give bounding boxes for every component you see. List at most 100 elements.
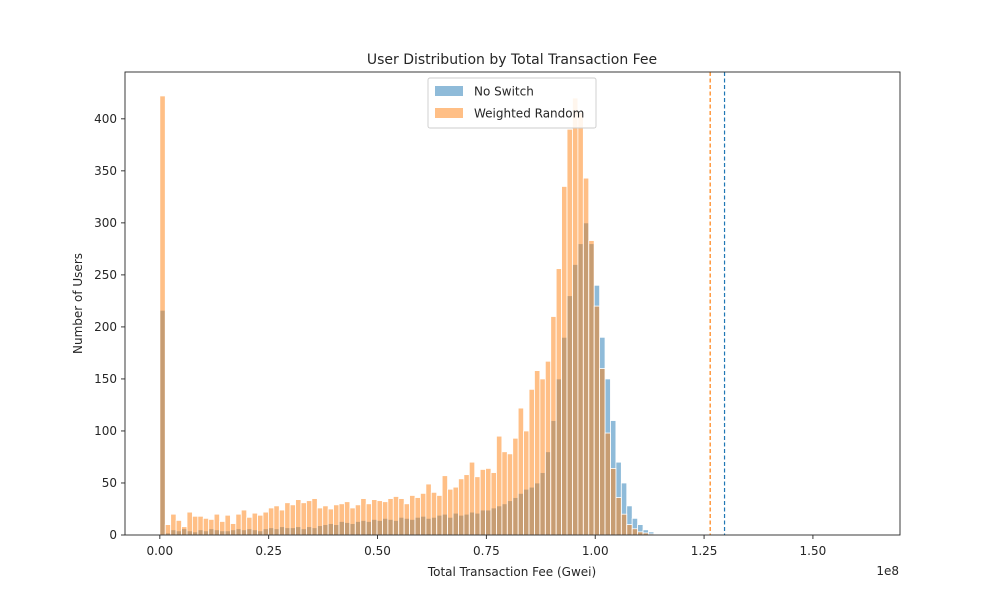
legend-swatch-weighted-random [435,108,463,118]
bar-weighted-random [523,430,530,536]
y-tick-label: 200 [94,320,117,334]
bar-weighted-random [365,503,372,536]
bars-layer [159,95,655,536]
legend-label-no-switch: No Switch [474,85,534,99]
bar-weighted-random [463,474,470,536]
bar-weighted-random [224,514,231,536]
bar-weighted-random [240,509,248,536]
bar-weighted-random [382,501,389,536]
bar-weighted-random [430,491,438,536]
bar-weighted-random [246,516,253,536]
bar-weighted-random [349,507,356,536]
bar-weighted-random [528,388,535,536]
bar-weighted-random [555,268,562,536]
bar-weighted-random [534,370,541,536]
bar-weighted-random [338,503,345,536]
bar-weighted-random [230,523,237,536]
legend-swatch-no-switch [435,86,463,96]
reference-lines [709,72,726,535]
bar-weighted-random [235,513,242,536]
bar-weighted-random [512,437,519,536]
bar-weighted-random [273,505,280,536]
bar-weighted-random [316,507,324,536]
y-tick-label: 250 [94,268,117,282]
y-tick-label: 100 [94,424,117,438]
y-tick-label: 50 [102,476,117,490]
bar-weighted-random [295,499,302,536]
bar-weighted-random [441,475,448,536]
bar-weighted-random [409,495,416,536]
y-tick-label: 300 [94,216,117,230]
y-tick-label: 150 [94,372,117,386]
bar-weighted-random [202,517,210,536]
bar-weighted-random [485,468,492,536]
bar-weighted-random [517,407,524,536]
bar-weighted-random [572,97,579,536]
bar-weighted-random [311,498,318,536]
legend: No Switch Weighted Random [427,77,597,129]
bar-weighted-random [604,432,611,536]
x-tick-label: 1.00 [582,544,609,558]
x-tick-label: 0.25 [255,544,282,558]
bar-weighted-random [300,502,307,536]
bar-weighted-random [170,513,177,536]
y-tick-label: 0 [109,528,117,542]
bar-weighted-random [159,95,166,536]
bar-weighted-random [181,526,188,536]
bar-weighted-random [213,513,220,536]
bar-weighted-random [626,524,633,536]
bar-weighted-random [262,511,269,536]
bar-weighted-random [360,498,367,536]
bar-weighted-random [268,507,275,536]
bar-weighted-random [610,468,617,536]
bar-weighted-random [289,504,296,536]
bar-weighted-random [371,499,378,536]
y-axis-label: Number of Users [71,253,85,354]
x-tick-label: 0.75 [473,544,500,558]
bar-weighted-random [615,497,622,536]
chart-title: User Distribution by Total Transaction F… [367,52,657,68]
bar-weighted-random [577,112,584,536]
bar-weighted-random [501,451,508,536]
bar-weighted-random [219,521,226,536]
bar-weighted-random [474,476,481,536]
bar-weighted-random [490,472,497,536]
bar-weighted-random [398,498,405,536]
bar-weighted-random [327,508,334,536]
bar-weighted-random [631,528,639,536]
bar-weighted-random [506,453,514,536]
bar-weighted-random [588,240,595,536]
bar-weighted-random [414,497,421,536]
x-axis-ticks: 0.00 0.25 0.50 0.75 1.00 1.25 1.50 [146,535,826,558]
bar-weighted-random [392,496,400,536]
bar-weighted-random [257,514,264,536]
bar-weighted-random [376,500,383,536]
bar-weighted-random [582,177,590,536]
y-axis-ticks: 0 50 100 150 200 250 300 350 400 [94,112,125,542]
bar-weighted-random [354,504,362,536]
bar-weighted-random [544,360,552,536]
bar-weighted-random [387,498,394,536]
x-tick-label: 1.25 [691,544,718,558]
bar-weighted-random [425,483,432,536]
bar-weighted-random [403,503,410,536]
x-axis-offset-label: 1e8 [876,564,899,578]
bar-weighted-random [251,512,258,536]
series-weighted-random [159,95,655,536]
bar-weighted-random [566,128,573,536]
bar-weighted-random [637,531,644,536]
plot-frame [124,71,901,536]
bar-weighted-random [496,435,503,536]
bar-weighted-random [447,488,454,536]
bar-weighted-random [175,520,182,536]
bar-weighted-random [479,469,486,536]
bar-weighted-random [322,505,329,536]
bar-weighted-random [284,502,291,536]
bar-weighted-random [333,504,340,536]
bar-weighted-random [197,515,204,536]
bar-weighted-random [306,500,313,536]
bar-weighted-random [561,186,568,536]
bar-weighted-random [436,495,443,536]
